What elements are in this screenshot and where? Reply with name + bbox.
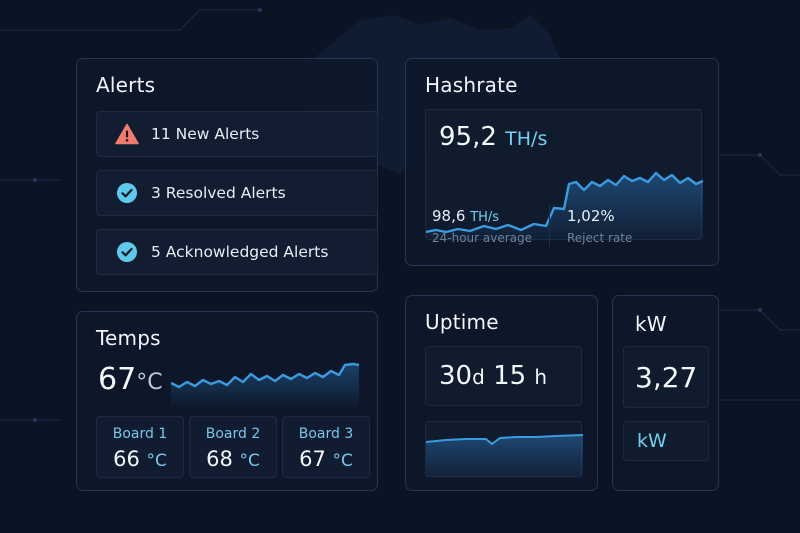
board-number: 68 (206, 447, 233, 471)
board-unit: °C (239, 451, 260, 471)
hashrate-average-label: 24-hour average (432, 231, 533, 245)
hashrate-sparkline (426, 171, 703, 241)
uptime-hours: 15 (493, 361, 527, 391)
alert-item-label: 3 Resolved Alerts (151, 184, 286, 202)
alert-item-label: 11 New Alerts (151, 125, 260, 143)
hashrate-average-value: 98,6 (432, 207, 466, 225)
board-1-temp: Board 1 66 °C (96, 416, 184, 478)
board-number: 66 (113, 447, 140, 471)
hashrate-number: 95,2 (439, 122, 497, 152)
alert-item-resolved[interactable]: 3 Resolved Alerts (96, 170, 378, 216)
board-number: 67 (299, 447, 326, 471)
power-unit-panel: kW (623, 421, 709, 461)
uptime-value: 30d 15 h (439, 361, 547, 391)
temps-sparkline (171, 362, 359, 407)
alert-item-label: 5 Acknowledged Alerts (151, 243, 329, 261)
alert-item-acknowledged[interactable]: 5 Acknowledged Alerts (96, 229, 378, 275)
board-3-temp: Board 3 67 °C (282, 416, 370, 478)
uptime-hours-unit: h (534, 365, 548, 389)
power-value-panel: 3,27 (623, 346, 709, 408)
alert-item-new[interactable]: 11 New Alerts (96, 111, 378, 157)
hashrate-chart-panel: 95,2 TH/s (425, 109, 703, 241)
board-value: 66 °C (97, 447, 183, 471)
hashrate-average-unit: TH/s (470, 210, 500, 225)
uptime-title: Uptime (425, 310, 499, 334)
board-value: 67 °C (283, 447, 369, 471)
temps-card: Temps 67°C Board 1 66 °C Board 2 68 °C B… (76, 311, 378, 491)
uptime-card: Uptime 30d 15 h (405, 295, 598, 491)
power-title: kW (635, 312, 667, 336)
temps-title: Temps (96, 326, 161, 350)
board-name: Board 3 (298, 426, 354, 442)
power-card: kW 3,27 kW (612, 295, 719, 491)
hashrate-value: 95,2 TH/s (439, 122, 547, 152)
board-value: 68 °C (190, 447, 276, 471)
power-unit: kW (637, 430, 667, 452)
hashrate-card: Hashrate 95,2 TH/s 98,6 TH/s 24-hour ave… (405, 58, 719, 266)
reject-rate-value: 1,02% (567, 207, 615, 225)
uptime-days-unit: d (472, 365, 485, 389)
uptime-value-panel: 30d 15 h (425, 346, 582, 406)
uptime-chart-panel (425, 421, 583, 478)
hashrate-average: 98,6 TH/s (432, 207, 499, 225)
hashrate-title: Hashrate (425, 73, 518, 97)
temps-value: 67°C (98, 362, 163, 397)
board-unit: °C (332, 451, 353, 471)
stats-divider (549, 205, 550, 247)
temps-unit: °C (136, 370, 163, 395)
board-name: Board 1 (112, 426, 168, 442)
board-2-temp: Board 2 68 °C (189, 416, 277, 478)
check-circle-icon (115, 181, 139, 205)
alerts-title: Alerts (96, 73, 156, 97)
board-name: Board 2 (205, 426, 261, 442)
check-circle-icon (115, 240, 139, 264)
reject-rate-label: Reject rate (567, 231, 633, 245)
uptime-sparkline (426, 434, 583, 478)
power-value: 3,27 (635, 361, 698, 394)
warning-icon (115, 122, 139, 146)
temps-number: 67 (98, 362, 137, 397)
board-unit: °C (146, 451, 167, 471)
alerts-card: Alerts 11 New Alerts 3 Resolved Alerts (76, 58, 378, 292)
hashrate-unit: TH/s (505, 128, 548, 150)
uptime-days: 30 (439, 361, 473, 391)
